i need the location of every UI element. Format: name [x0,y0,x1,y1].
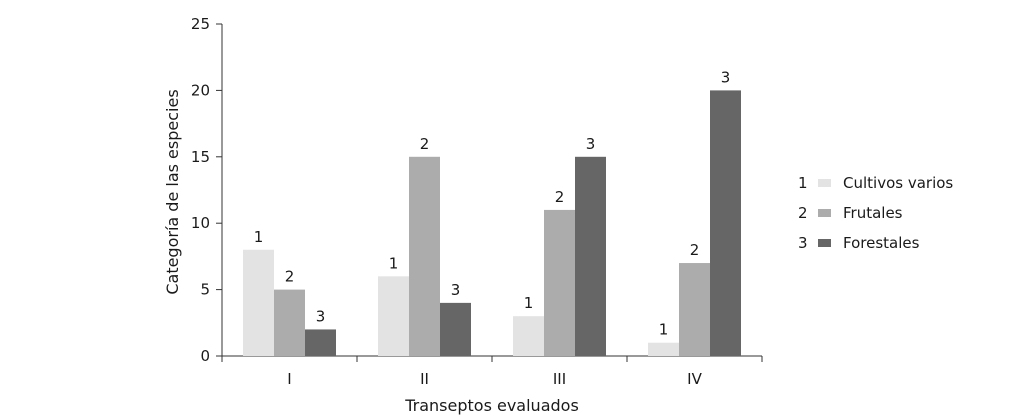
bar [710,90,741,357]
bar-data-label: 2 [690,241,700,259]
data-labels: 1 2 3 1 2 3 1 2 3 1 2 3 [254,68,731,338]
bar [513,316,544,356]
legend-key: 3 [798,234,808,252]
y-tick-label: 25 [191,15,210,33]
x-tick-label: I [287,370,291,388]
bar-data-label: 3 [721,68,731,86]
y-axis-ticks: 0 5 10 15 20 25 [191,15,222,365]
bar-data-label: 2 [555,188,565,206]
x-axis-ticks: I II III IV [221,356,763,388]
bar [544,209,575,356]
legend-item: 2 Frutales [798,204,903,222]
bar-data-label: 3 [316,307,326,325]
bar [648,342,679,356]
y-tick-label: 20 [191,81,210,99]
bar-data-label: 1 [389,254,399,272]
bar-data-label: 1 [659,321,669,339]
bar-data-label: 2 [420,135,430,153]
bars [243,90,741,357]
legend-label: Cultivos varios [843,174,953,192]
y-tick-label: 5 [200,281,210,299]
bar [274,289,305,356]
x-tick-label: III [553,370,566,388]
y-tick-label: 10 [191,214,210,232]
bar-data-label: 3 [586,135,596,153]
y-axis-title: Categoría de las especies [163,89,182,294]
legend-label: Forestales [843,234,920,252]
y-tick-label: 0 [200,347,210,365]
bar [378,276,409,356]
bar [440,302,471,356]
legend-swatch [818,179,831,187]
bar-data-label: 2 [285,268,295,286]
bar-data-label: 1 [524,294,534,312]
bar [409,156,440,356]
bar [305,329,336,356]
legend-swatch [818,209,831,217]
bar-data-label: 3 [451,281,461,299]
legend-swatch [818,239,831,247]
legend-key: 1 [798,174,808,192]
x-axis-title: Transeptos evaluados [404,396,579,415]
legend-item: 1 Cultivos varios [798,174,953,192]
y-tick-label: 15 [191,148,210,166]
bar [679,263,710,356]
legend-item: 3 Forestales [798,234,920,252]
legend: 1 Cultivos varios 2 Frutales 3 Forestales [798,174,953,252]
x-tick-label: II [420,370,429,388]
bar [575,156,606,356]
legend-key: 2 [798,204,808,222]
bar [243,249,274,356]
x-tick-label: IV [687,370,702,388]
bar-data-label: 1 [254,228,264,246]
legend-label: Frutales [843,204,903,222]
